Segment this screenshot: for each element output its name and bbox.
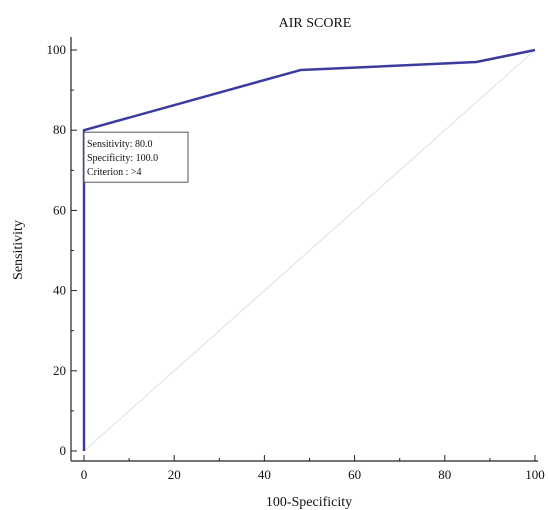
y-tick-label: 60 — [53, 202, 66, 217]
y-tick-label: 100 — [47, 42, 67, 57]
x-axis: 0 20 40 60 80 100 — [81, 455, 545, 482]
y-tick-label: 0 — [60, 443, 67, 458]
x-tick-label: 80 — [438, 467, 451, 482]
annotation-sensitivity: Sensitivity: 80.0 — [87, 139, 153, 150]
x-tick-label: 0 — [81, 467, 88, 482]
roc-curve — [82, 48, 536, 451]
x-tick-label: 100 — [525, 467, 545, 482]
y-axis: 0 20 40 60 80 100 — [47, 42, 77, 458]
plot-frame — [70, 37, 538, 462]
criterion-annotation: Sensitivity: 80.0 Specificity: 100.0 Cri… — [83, 131, 189, 183]
y-tick-label: 40 — [53, 283, 66, 298]
chart-title: AIR SCORE — [279, 16, 352, 31]
annotation-box — [83, 131, 189, 183]
reference-line — [83, 49, 536, 452]
reference-diagonal — [83, 49, 536, 452]
x-tick-label: 40 — [258, 467, 271, 482]
roc-series — [82, 48, 536, 451]
annotation-specificity: Specificity: 100.0 — [87, 153, 158, 164]
annotation-criterion: Criterion : >4 — [87, 167, 142, 178]
x-tick-label: 20 — [168, 467, 181, 482]
y-tick-label: 80 — [53, 122, 66, 137]
x-axis-label: 100-Specificity — [266, 495, 352, 510]
y-axis-label: Sensitivity — [11, 220, 26, 280]
x-tick-label: 60 — [348, 467, 361, 482]
y-tick-label: 20 — [53, 363, 66, 378]
